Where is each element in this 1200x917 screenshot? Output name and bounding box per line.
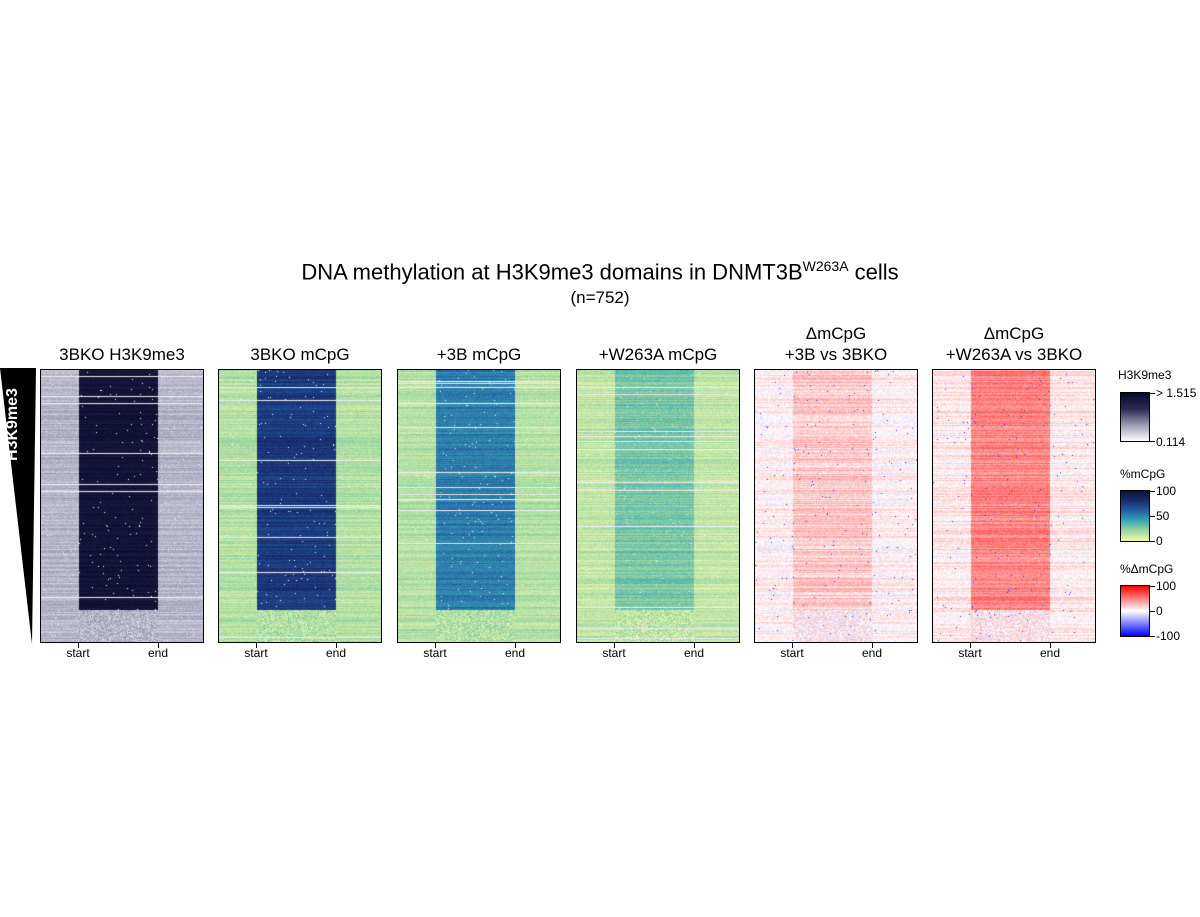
heatmap-panel-1 — [40, 369, 204, 643]
legend-mcpg-title: %mCpG — [1120, 467, 1166, 481]
x-tick-label-end: end — [683, 646, 705, 660]
heatmap-cells-2 — [219, 370, 381, 642]
legend-mcpg-label-2: 0 — [1156, 534, 1163, 548]
panel-title-3: +3B mCpG — [436, 345, 522, 364]
legend-mcpg-tick-1 — [1150, 516, 1155, 517]
legend-mcpg-label-0: 100 — [1156, 484, 1177, 498]
x-tick-label-start: start — [958, 646, 982, 660]
x-tick-label-start: start — [244, 646, 268, 660]
heatmap-panel-3 — [397, 369, 561, 643]
x-tick-start — [614, 643, 615, 648]
legend-h3k9me3-title: H3K9me3 — [1118, 368, 1172, 382]
x-tick-label-start: start — [780, 646, 804, 660]
wedge-label: H3K9me3 — [4, 388, 21, 462]
legend-h3k9me3-min: 0.114 — [1156, 435, 1186, 449]
x-tick-label-end: end — [861, 646, 883, 660]
panel-title-1: 3BKO H3K9me3 — [59, 345, 185, 364]
heatmap-cells-5 — [755, 370, 917, 642]
heatmap-cells-6 — [933, 370, 1095, 642]
h3k9me3-rank-wedge — [0, 368, 36, 644]
legend-delta-label-2: -100 — [1156, 629, 1181, 643]
x-tick-label-end: end — [147, 646, 169, 660]
x-tick-label-end: end — [325, 646, 347, 660]
x-tick-label-end: end — [504, 646, 526, 660]
legend-mcpg-tick-0 — [1150, 491, 1155, 492]
chart-subtitle: (n=752) — [570, 288, 630, 307]
legend-mcpg-tick-2 — [1150, 541, 1155, 542]
legend-h3k9me3-bar — [1120, 392, 1150, 442]
panel-title-2: 3BKO mCpG — [250, 345, 350, 364]
heatmap-panel-4 — [576, 369, 740, 643]
legend-delta-bar — [1120, 585, 1150, 637]
x-tick-end — [515, 643, 516, 648]
legend-delta-title: %ΔmCpG — [1120, 562, 1174, 576]
x-tick-end — [694, 643, 695, 648]
heatmap-cells-3 — [398, 370, 560, 642]
panel-title-4: +W263A mCpG — [598, 345, 718, 364]
x-tick-label-end: end — [1039, 646, 1061, 660]
x-tick-start — [435, 643, 436, 648]
x-tick-start — [792, 643, 793, 648]
heatmap-panel-2 — [218, 369, 382, 643]
x-tick-start — [970, 643, 971, 648]
legend-mcpg-bar — [1120, 490, 1150, 542]
legend-h3k9me3-tick-min — [1150, 441, 1155, 442]
panel-title-6: ΔmCpG +W263A vs 3BKO — [945, 324, 1083, 364]
legend-delta-label-0: 100 — [1156, 579, 1177, 593]
x-tick-start — [78, 643, 79, 648]
legend-delta-tick-1 — [1150, 611, 1155, 612]
heatmap-panel-5 — [754, 369, 918, 643]
x-tick-label-start: start — [423, 646, 447, 660]
x-tick-end — [336, 643, 337, 648]
x-tick-start — [256, 643, 257, 648]
legend-delta-tick-2 — [1150, 636, 1155, 637]
heatmap-cells-4 — [577, 370, 739, 642]
legend-delta-tick-0 — [1150, 586, 1155, 587]
heatmap-cells-1 — [41, 370, 203, 642]
legend-mcpg-label-1: 50 — [1156, 509, 1170, 523]
legend-h3k9me3-tick-max — [1150, 393, 1155, 394]
chart-title: DNA methylation at H3K9me3 domains in DN… — [301, 258, 899, 285]
x-tick-end — [1050, 643, 1051, 648]
x-tick-end — [872, 643, 873, 648]
legend-delta-label-1: 0 — [1156, 604, 1163, 618]
x-tick-label-start: start — [66, 646, 90, 660]
x-tick-label-start: start — [602, 646, 626, 660]
heatmap-panel-6 — [932, 369, 1096, 643]
panel-title-5: ΔmCpG +3B vs 3BKO — [784, 324, 888, 364]
x-tick-end — [158, 643, 159, 648]
legend-h3k9me3-max: > 1.515 — [1156, 386, 1197, 400]
